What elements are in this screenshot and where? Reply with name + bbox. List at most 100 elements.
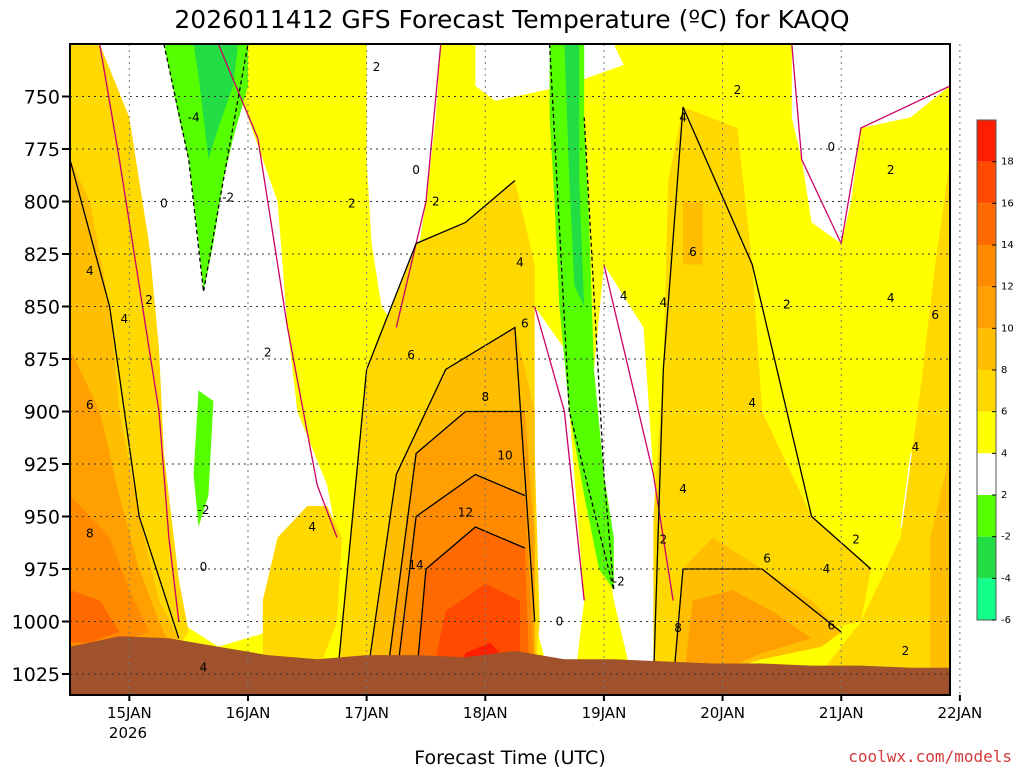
x-tick-label-22JAN: 22JAN	[938, 704, 983, 722]
contour-label-6: -4	[188, 111, 200, 125]
colorbar-bin-11	[977, 578, 996, 620]
ground-terrain	[70, 636, 950, 695]
contour-line-12	[415, 526, 526, 681]
contour-label-9: 0	[200, 560, 208, 574]
contour-line-0	[99, 44, 180, 622]
x-tick-label-16JAN: 16JAN	[226, 704, 271, 722]
y-tick-label-950: 950	[24, 507, 60, 529]
contour-label-35: 2	[659, 533, 667, 547]
temperature-band-15	[653, 107, 871, 685]
x-tick-label-21JAN: 21JAN	[819, 704, 864, 722]
y-tick-label-875: 875	[24, 349, 60, 371]
contour-label-16: 4	[516, 255, 524, 269]
temperature-band-3	[524, 306, 585, 695]
contour-label-27: 4	[659, 295, 667, 309]
x-tick-label-18JAN: 18JAN	[463, 704, 508, 722]
colorbar-tick-label-4: 10	[1001, 323, 1014, 334]
colorbar-bin-8	[977, 453, 996, 495]
temperature-band-19	[683, 201, 703, 265]
x-tick-label-20JAN: 20JAN	[700, 704, 745, 722]
contour-label-24: -2	[613, 575, 625, 589]
y-axis: 750 775 800 825 850 875 900 925 950 975 1000 1025	[12, 87, 70, 686]
colorbar-legend: 18 16 14 12 10 8 6 4 2 -2 -4 -6	[976, 119, 1014, 626]
contour-label-38: 4	[823, 562, 831, 576]
contour-label-25: 0	[556, 615, 564, 629]
contour-label-36: 8	[674, 621, 682, 635]
colorbar-bin-4	[977, 286, 996, 329]
temperature-bands	[70, 44, 950, 695]
contour-label-1: 2	[145, 293, 153, 307]
contour-line-9	[365, 326, 536, 681]
y-tick-label-925: 925	[24, 454, 60, 476]
contour-label-34: 4	[679, 482, 687, 496]
colorbar-bin-7	[977, 411, 996, 454]
colorbar-tick-label-2: 14	[1001, 240, 1014, 251]
contour-label-20: 8	[481, 390, 489, 404]
credit-text: coolwx.com/models	[848, 747, 1012, 766]
y-tick-label-975: 975	[24, 559, 60, 581]
contour-label-28: 4	[679, 111, 687, 125]
contour-line-7	[548, 44, 615, 591]
contour-label-5: 0	[160, 197, 168, 211]
contour-label-29: 2	[734, 83, 742, 97]
y-tick-label-1000: 1000	[12, 612, 60, 634]
x-axis-sublabel: 2026	[109, 724, 147, 742]
colorbar-tick-label-3: 12	[1001, 282, 1014, 293]
x-tick-label-15JAN: 15JAN	[107, 704, 152, 722]
y-tick-label-800: 800	[24, 192, 60, 214]
temperature-band-27	[70, 590, 120, 643]
colorbar-bin-5	[977, 328, 996, 370]
contour-label-18: 6	[407, 348, 415, 362]
contour-label-12: 2	[373, 60, 381, 74]
contour-label-33: 4	[748, 396, 756, 410]
temperature-band-10	[193, 44, 239, 160]
x-tick-label-17JAN: 17JAN	[344, 704, 389, 722]
contour-line-15	[672, 568, 842, 685]
plot-field	[70, 44, 950, 695]
y-tick-label-825: 825	[24, 244, 60, 266]
contour-label-17: 6	[521, 316, 529, 330]
contour-label-45: 2	[902, 644, 910, 658]
contour-line-10	[385, 410, 525, 681]
contour-label-10: 4	[200, 661, 208, 675]
contour-label-42: 4	[887, 291, 895, 305]
colorbar-tick-label-9: -2	[1001, 532, 1011, 543]
contour-label-32: 2	[783, 297, 791, 311]
colorbar-tick-label-6: 6	[1001, 407, 1007, 418]
colorbar-bin-9	[977, 495, 996, 537]
contour-label-37: 6	[763, 552, 771, 566]
contour-label-15: 2	[432, 195, 440, 209]
contour-label-0: 4	[86, 264, 94, 278]
contour-label-44: 4	[912, 440, 920, 454]
contour-label-43: 6	[931, 308, 939, 322]
contour-line-14	[652, 106, 872, 685]
y-tick-label-850: 850	[24, 297, 60, 319]
colorbar-tick-label-5: 8	[1001, 365, 1007, 376]
temperature-band-7	[163, 44, 248, 292]
colorbar-bin-1	[977, 161, 996, 204]
y-tick-label-775: 775	[24, 139, 60, 161]
contour-label-7: -2	[222, 190, 234, 204]
colorbar-bin-6	[977, 370, 996, 412]
contour-line-6	[163, 44, 249, 292]
colorbar-tick-label-10: -4	[1001, 573, 1011, 584]
contour-label-11: 2	[264, 346, 272, 360]
contour-label-31: 0	[828, 140, 836, 154]
contour-line-13	[336, 180, 516, 681]
contour-label-26: 4	[620, 289, 628, 303]
contour-label-4: 8	[86, 526, 94, 540]
contour-label-39: 6	[828, 619, 836, 633]
contour-labels: 4 2 4 6 8 0 -4 -2 -2 0 4 2 2 0 2 2 4 6 6 4 8 10 12 14 -2 0 4 4 4 2 6 0 2…	[86, 60, 939, 675]
colorbar-tick-label-0: 18	[1001, 157, 1014, 168]
contour-line-1	[217, 44, 338, 538]
colorbar-tick-label-7: 4	[1001, 448, 1007, 459]
contour-label-30: 6	[689, 245, 697, 259]
colorbar-bin-0	[977, 120, 996, 162]
temperature-band-13	[262, 506, 342, 685]
x-axis: 15JAN 16JAN 17JAN 18JAN 19JAN 20JAN 21JAN 22JAN	[107, 695, 982, 722]
contour-label-3: 6	[86, 398, 94, 412]
contour-label-2: 4	[121, 312, 129, 326]
contour-label-23: 14	[408, 558, 423, 572]
contour-label-21: 10	[497, 449, 512, 463]
